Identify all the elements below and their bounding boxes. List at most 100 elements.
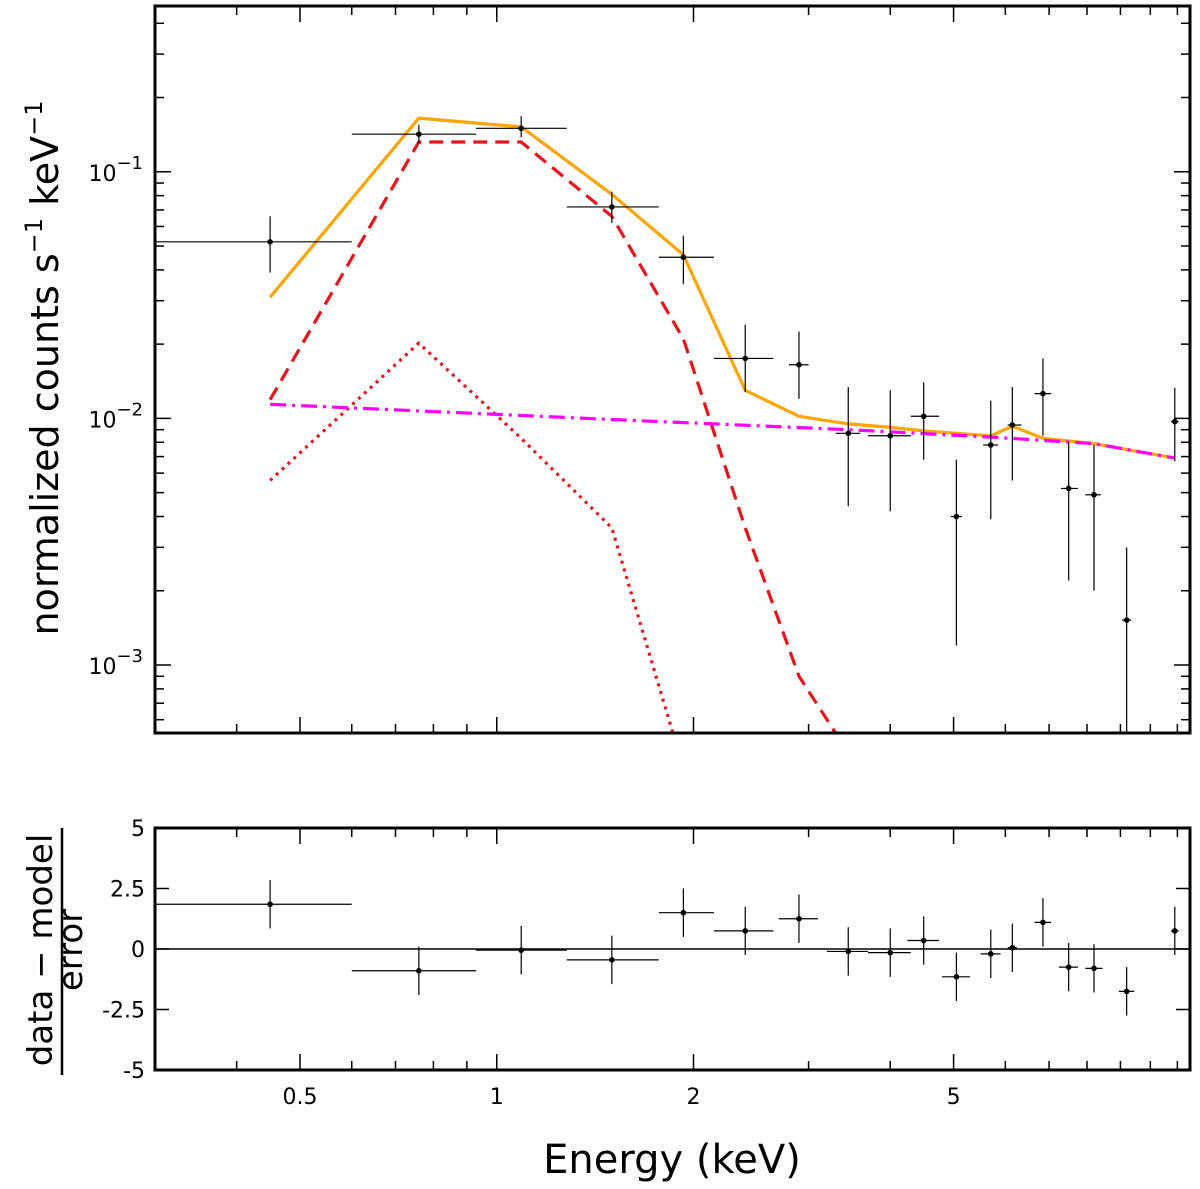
spectrum-marker (1065, 485, 1072, 492)
x-tick-label: 5 (947, 1085, 961, 1110)
spectrum-marker (1171, 418, 1178, 425)
spectrum-point (1121, 547, 1132, 733)
residual-y-tick-label: -5 (123, 1059, 145, 1084)
ylabel-numerator: data − model (21, 834, 61, 1067)
residual-point (658, 888, 715, 937)
spectrum-marker (1091, 491, 1097, 498)
residual-marker (1065, 964, 1072, 970)
residual-marker (416, 967, 422, 974)
residual-point (907, 916, 940, 965)
residual-marker (518, 947, 525, 954)
residual-y-ticks: 5 2.5 0 -2.5 -5 (102, 817, 1190, 1084)
spectrum-marker (267, 238, 273, 245)
residual-marker (887, 949, 894, 956)
spectrum-point (983, 400, 999, 520)
spectrum-point (868, 390, 911, 512)
x-tick-label: 0.5 (282, 1085, 317, 1110)
residual-point (1034, 898, 1052, 947)
residual-marker (1123, 988, 1130, 995)
model-line-dashdot (270, 402, 1176, 460)
ylabel-exponent-2: −1 (20, 100, 48, 135)
ylabel-text: normalized counts s (23, 253, 67, 635)
residual-point (351, 946, 477, 995)
residual-point (778, 894, 818, 943)
residual-point (1085, 944, 1103, 993)
spectrum-marker (1009, 422, 1016, 428)
residual-point (868, 928, 911, 977)
residual-panel: 5 2.5 0 -2.5 -5 0.5 1 2 5 data − model error En… (21, 817, 1192, 1183)
residual-marker (1091, 965, 1097, 972)
spectrum-point (789, 331, 809, 399)
residual-point (155, 880, 352, 929)
x-tick-label: 1 (490, 1085, 504, 1110)
spectrum-marker (609, 204, 615, 210)
spectrum-marker (953, 513, 960, 520)
residual-data-points (155, 880, 1179, 1016)
residual-point (476, 926, 567, 975)
y-tick-label: 10−2 (88, 399, 143, 433)
residual-marker (1009, 944, 1016, 951)
residual-point (1007, 923, 1017, 972)
residual-marker (609, 957, 615, 963)
model-line-solid (268, 116, 1176, 460)
residual-point (826, 927, 869, 976)
spectrum-marker (416, 131, 422, 137)
y-tick-label: 10−3 (88, 646, 143, 680)
residual-marker (267, 901, 273, 908)
spectrum-marker (518, 125, 525, 132)
spectrum-point (835, 387, 861, 507)
spectrum-marker (1040, 390, 1046, 397)
model-line-dashed (268, 140, 837, 734)
spectrum-marker (742, 355, 749, 362)
ylabel-unit: keV (23, 136, 67, 218)
spectrum-point (910, 382, 940, 460)
residual-marker (1040, 919, 1046, 926)
spectrum-point (1170, 387, 1179, 462)
spectrum-point (155, 216, 352, 273)
residual-marker (680, 909, 687, 916)
spectrum-point (1085, 444, 1101, 591)
spectrum-data-points (155, 116, 1179, 733)
residual-point (980, 929, 1001, 979)
spectrum-panel: 10−110−210−3 normalized counts s−1 keV−1 (20, 4, 1192, 735)
spectrum-point (476, 116, 567, 138)
spectrum-marker (1123, 617, 1130, 623)
spectrum-point (566, 191, 659, 223)
spectrum-marker (920, 413, 927, 420)
spectrum-point (1060, 442, 1078, 581)
x-tick-label: 2 (686, 1085, 700, 1110)
residual-marker (1171, 928, 1178, 934)
residual-marker (796, 915, 802, 922)
spectrum-marker (987, 442, 994, 448)
model-line-dotted (269, 341, 675, 734)
spectrum-plot-frame (153, 4, 1192, 735)
y-tick-label: 10−1 (88, 153, 143, 187)
residual-marker (987, 951, 994, 957)
spectrum-marker (887, 432, 894, 439)
residual-x-ticks: 0.5 1 2 5 (154, 828, 1179, 1110)
residual-point (714, 906, 774, 956)
residual-marker (742, 928, 749, 934)
spectrum-y-ticks: 10−1 10−2 10−3 (88, 22, 1190, 721)
spectrum-marker (680, 254, 687, 261)
residual-marker (953, 974, 960, 980)
spectrum-point (950, 459, 962, 646)
residual-point (1118, 967, 1135, 1016)
spectrum-point (714, 324, 774, 392)
residual-marker (920, 937, 927, 944)
residual-point (941, 952, 971, 1002)
model-curves (268, 116, 1176, 734)
spectrum-point (658, 235, 715, 285)
residual-marker (845, 948, 852, 955)
x-axis-title: Energy (keV) (543, 1137, 801, 1183)
residual-point (566, 935, 659, 985)
spectrum-point (351, 124, 477, 144)
spectrum-y-axis-title: normalized counts s−1 keV−1 (20, 100, 67, 635)
residual-y-axis-title: data − model error (21, 828, 91, 1075)
ylabel-denominator: error (51, 909, 91, 991)
spectrum-x-ticks (154, 6, 1179, 733)
spectrum-point (1007, 387, 1022, 481)
spectrum-point (1034, 358, 1052, 436)
residual-point (1170, 906, 1179, 956)
